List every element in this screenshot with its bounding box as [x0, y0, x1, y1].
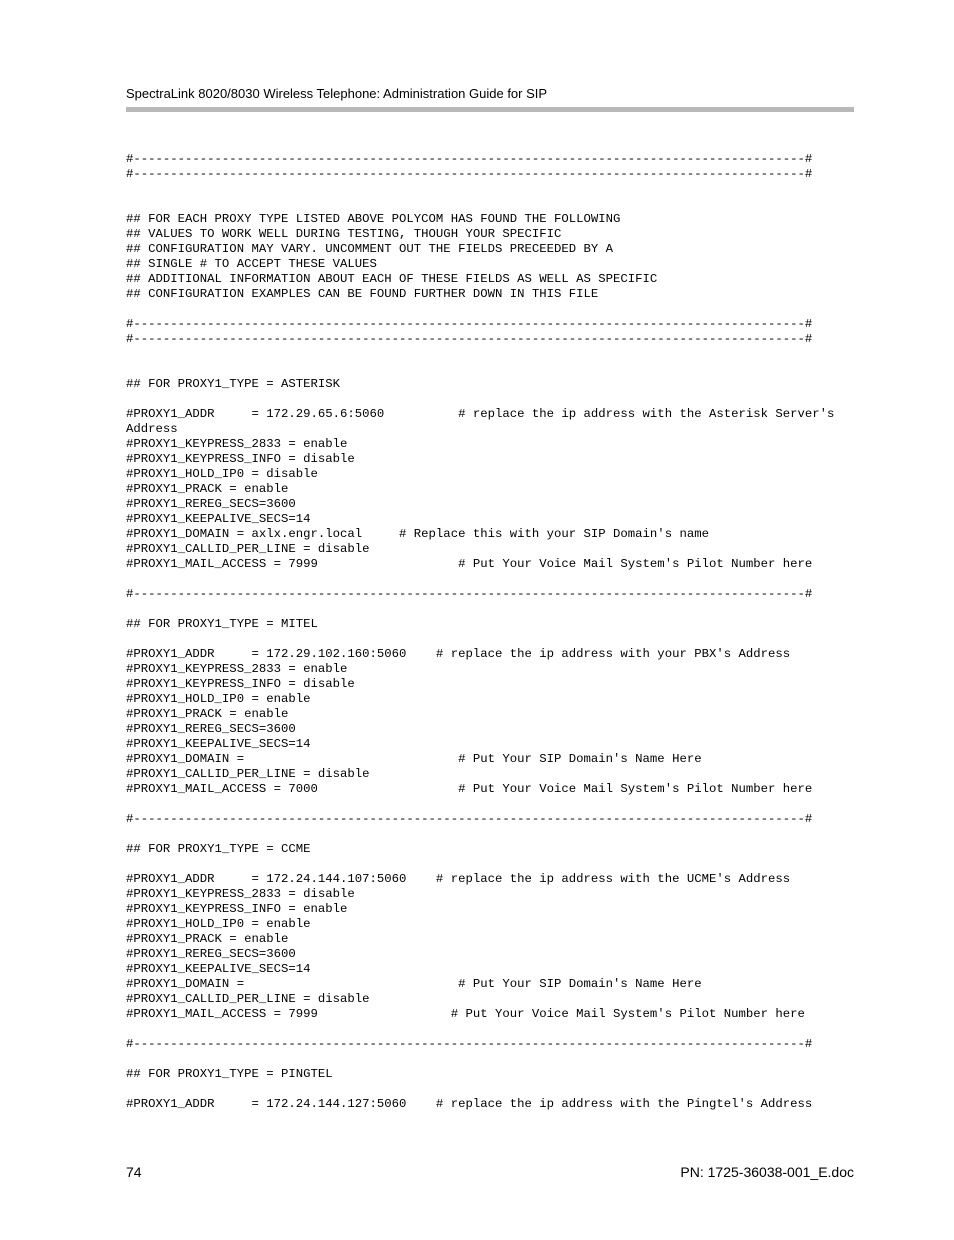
- page-number: 74: [126, 1164, 142, 1180]
- config-file-contents: #---------------------------------------…: [126, 152, 854, 1112]
- page-header-title: SpectraLink 8020/8030 Wireless Telephone…: [126, 86, 854, 101]
- document-page: SpectraLink 8020/8030 Wireless Telephone…: [0, 0, 954, 1240]
- page-footer: 74 PN: 1725-36038-001_E.doc: [126, 1164, 854, 1180]
- header-divider: [126, 107, 854, 112]
- document-id: PN: 1725-36038-001_E.doc: [680, 1164, 854, 1180]
